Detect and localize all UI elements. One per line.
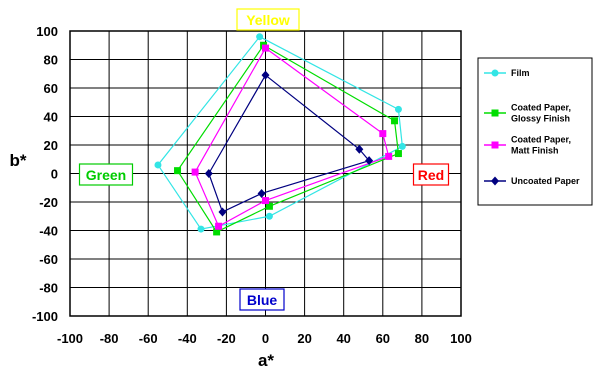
y-tick-label: -40 bbox=[39, 224, 58, 239]
data-point bbox=[379, 130, 387, 138]
y-tick-label: 100 bbox=[36, 24, 58, 39]
y-tick-label: -20 bbox=[39, 195, 58, 210]
x-tick-label: 100 bbox=[450, 331, 472, 346]
x-tick-label: 20 bbox=[297, 331, 311, 346]
y-tick-label: 60 bbox=[44, 81, 58, 96]
data-point bbox=[391, 117, 399, 125]
legend-label: Film bbox=[511, 68, 530, 78]
region-label-box bbox=[239, 288, 285, 311]
region-label-box bbox=[412, 163, 450, 186]
series-line-2 bbox=[194, 47, 390, 228]
data-point bbox=[191, 168, 199, 176]
legend-marker bbox=[491, 109, 499, 117]
y-tick-label: 80 bbox=[44, 53, 58, 68]
region-label: Red bbox=[418, 167, 444, 183]
data-point bbox=[256, 33, 264, 41]
series-line-0 bbox=[157, 35, 403, 230]
region-label-box bbox=[78, 163, 134, 186]
region-label-box bbox=[236, 8, 300, 31]
x-tick-label: -60 bbox=[139, 331, 158, 346]
region-label: Yellow bbox=[246, 12, 290, 28]
data-point bbox=[355, 144, 364, 154]
y-tick-label: -100 bbox=[32, 309, 58, 324]
axis-ticks: -100 -80 -60 -40 -20 0 20 40 60 80 100 100 80 60 40 20 0… bbox=[32, 24, 472, 346]
region-labels: Yellow Red Green Blue bbox=[78, 8, 450, 311]
series-line-3 bbox=[208, 74, 371, 213]
legend-marker bbox=[491, 69, 499, 77]
data-point bbox=[385, 152, 393, 160]
data-point bbox=[398, 142, 406, 150]
y-tick-label: 40 bbox=[44, 110, 58, 125]
series-line-1 bbox=[176, 44, 400, 233]
plot-series bbox=[154, 33, 406, 236]
data-point bbox=[261, 70, 270, 80]
legend-label: Uncoated Paper bbox=[511, 176, 580, 186]
data-point bbox=[262, 197, 269, 205]
data-point bbox=[197, 225, 205, 233]
legend-marker bbox=[491, 141, 499, 149]
data-point bbox=[394, 105, 402, 113]
data-point bbox=[262, 44, 269, 52]
legend-marker bbox=[491, 176, 499, 186]
data-point bbox=[257, 188, 266, 198]
x-tick-label: 60 bbox=[376, 331, 390, 346]
region-label: Blue bbox=[247, 292, 278, 308]
data-point bbox=[218, 207, 227, 217]
data-point bbox=[174, 167, 182, 175]
region-label: Green bbox=[86, 167, 126, 183]
data-point bbox=[154, 161, 162, 169]
data-point bbox=[213, 228, 221, 236]
legend: Film Coated Paper, Glossy Finish Coated Pap… bbox=[477, 57, 593, 206]
plot-frame bbox=[69, 30, 462, 317]
legend-label: Coated Paper, Glossy Finish bbox=[511, 103, 571, 124]
data-point bbox=[365, 156, 374, 166]
data-point bbox=[265, 202, 273, 210]
y-axis-title: b* bbox=[10, 151, 27, 170]
data-point bbox=[215, 222, 223, 230]
legend-label: Coated Paper, Matt Finish bbox=[511, 135, 571, 156]
y-tick-label: -60 bbox=[39, 252, 58, 267]
data-point bbox=[204, 169, 213, 178]
y-tick-label: -80 bbox=[39, 281, 58, 296]
x-axis-title: a* bbox=[258, 351, 274, 370]
y-tick-label: 20 bbox=[44, 138, 58, 153]
x-tick-label: -100 bbox=[57, 331, 83, 346]
y-tick-label: 0 bbox=[51, 167, 58, 182]
x-tick-label: -20 bbox=[217, 331, 236, 346]
x-tick-label: 0 bbox=[262, 331, 269, 346]
x-tick-label: 80 bbox=[415, 331, 429, 346]
x-tick-label: 40 bbox=[336, 331, 350, 346]
data-point bbox=[394, 150, 402, 158]
x-tick-label: -40 bbox=[178, 331, 197, 346]
data-point bbox=[265, 212, 273, 220]
x-tick-label: -80 bbox=[100, 331, 119, 346]
